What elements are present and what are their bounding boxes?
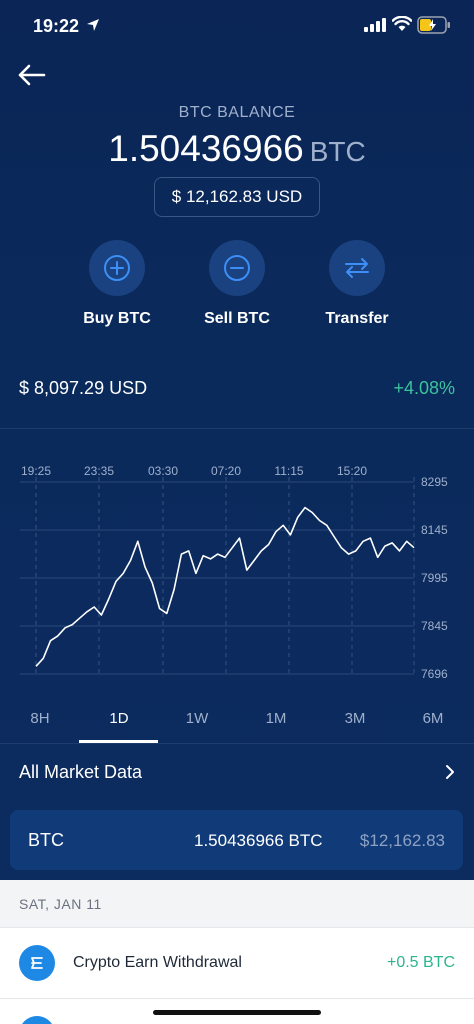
divider bbox=[0, 428, 474, 429]
balance-unit: BTC bbox=[309, 136, 366, 167]
battery-icon bbox=[417, 16, 450, 34]
x-tick-label: 23:35 bbox=[84, 464, 114, 478]
range-tab-3m[interactable]: 3M bbox=[344, 710, 366, 727]
range-tab-1m[interactable]: 1M bbox=[265, 710, 287, 727]
x-tick-label: 03:30 bbox=[148, 464, 178, 478]
x-tick-label: 07:20 bbox=[211, 464, 241, 478]
all-market-data-row[interactable]: All Market Data bbox=[0, 744, 474, 800]
y-tick-label: 7845 bbox=[421, 619, 448, 633]
buy-circle[interactable] bbox=[89, 240, 145, 296]
crypto-earn-icon bbox=[19, 945, 55, 981]
transfer-circle[interactable] bbox=[329, 240, 385, 296]
sell-circle[interactable] bbox=[209, 240, 265, 296]
time-range-tabs: 8H 1D 1W 1M 3M 6M bbox=[0, 710, 474, 744]
current-price: $ 8,097.29 USD bbox=[19, 378, 148, 398]
transfer-label: Transfer bbox=[325, 310, 389, 327]
x-tick-label: 15:20 bbox=[337, 464, 367, 478]
wallet-symbol: BTC bbox=[28, 830, 64, 850]
back-arrow-icon[interactable] bbox=[16, 62, 48, 88]
y-tick-label: 8295 bbox=[421, 475, 448, 489]
sell-label: Sell BTC bbox=[204, 310, 270, 327]
buy-label: Buy BTC bbox=[83, 310, 151, 327]
usd-value-pill[interactable]: $ 12,162.83 USD bbox=[154, 177, 320, 217]
transaction-title: Crypto Earn Withdrawal bbox=[73, 954, 242, 971]
range-tab-8h[interactable]: 8H bbox=[30, 710, 50, 727]
btc-wallet-card[interactable]: BTC 1.50436966 BTC $12,162.83 bbox=[10, 810, 463, 870]
transactions-section: SAT, JAN 11 Crypto Earn Withdrawal +0.5 … bbox=[0, 880, 474, 1024]
transfer-button[interactable]: Transfer bbox=[307, 240, 407, 328]
divider bbox=[0, 743, 474, 744]
range-tab-1d[interactable]: 1D bbox=[109, 710, 129, 727]
price-chart[interactable]: 8295 8145 7995 7845 7696 19:25 23:35 03:30 07:20… bbox=[0, 455, 474, 695]
buy-button[interactable]: Buy BTC bbox=[67, 240, 167, 328]
balance-amount: 1.50436966 bbox=[108, 128, 304, 169]
top-panel bbox=[0, 0, 474, 880]
plus-circle-icon bbox=[104, 255, 130, 281]
status-time: 19:22 bbox=[33, 16, 80, 36]
signal-icon bbox=[364, 18, 386, 32]
sell-button[interactable]: Sell BTC bbox=[187, 240, 287, 328]
location-arrow-icon bbox=[87, 19, 99, 31]
transaction-icon bbox=[19, 1016, 55, 1024]
range-tab-1w[interactable]: 1W bbox=[185, 710, 209, 727]
balance-row: 1.50436966 BTC bbox=[0, 128, 474, 170]
x-tick-label: 11:15 bbox=[274, 464, 303, 478]
wallet-usd-value: $12,162.83 bbox=[359, 831, 445, 850]
transaction-amount: +0.5 BTC bbox=[386, 954, 455, 971]
active-range-underline bbox=[79, 740, 158, 743]
minus-circle-icon bbox=[224, 255, 250, 281]
home-indicator bbox=[153, 1010, 321, 1015]
y-tick-label: 8145 bbox=[421, 523, 448, 537]
date-header-text: SAT, JAN 11 bbox=[19, 896, 102, 912]
transfer-arrows-icon bbox=[345, 258, 369, 278]
y-tick-label: 7696 bbox=[421, 667, 448, 681]
wallet-amount: 1.50436966 BTC bbox=[194, 831, 323, 850]
price-change: +4.08% bbox=[393, 378, 455, 398]
chevron-right-icon bbox=[446, 765, 454, 779]
x-tick-label: 19:25 bbox=[21, 464, 51, 478]
price-line bbox=[35, 506, 415, 667]
y-tick-label: 7995 bbox=[421, 571, 448, 585]
transaction-row[interactable]: Crypto Earn Withdrawal +0.5 BTC bbox=[0, 929, 474, 999]
date-header: SAT, JAN 11 bbox=[0, 880, 474, 928]
balance-label: BTC BALANCE bbox=[178, 104, 296, 121]
wifi-icon bbox=[392, 16, 412, 31]
all-market-data-label: All Market Data bbox=[19, 762, 143, 782]
range-tab-6m[interactable]: 6M bbox=[422, 710, 444, 727]
